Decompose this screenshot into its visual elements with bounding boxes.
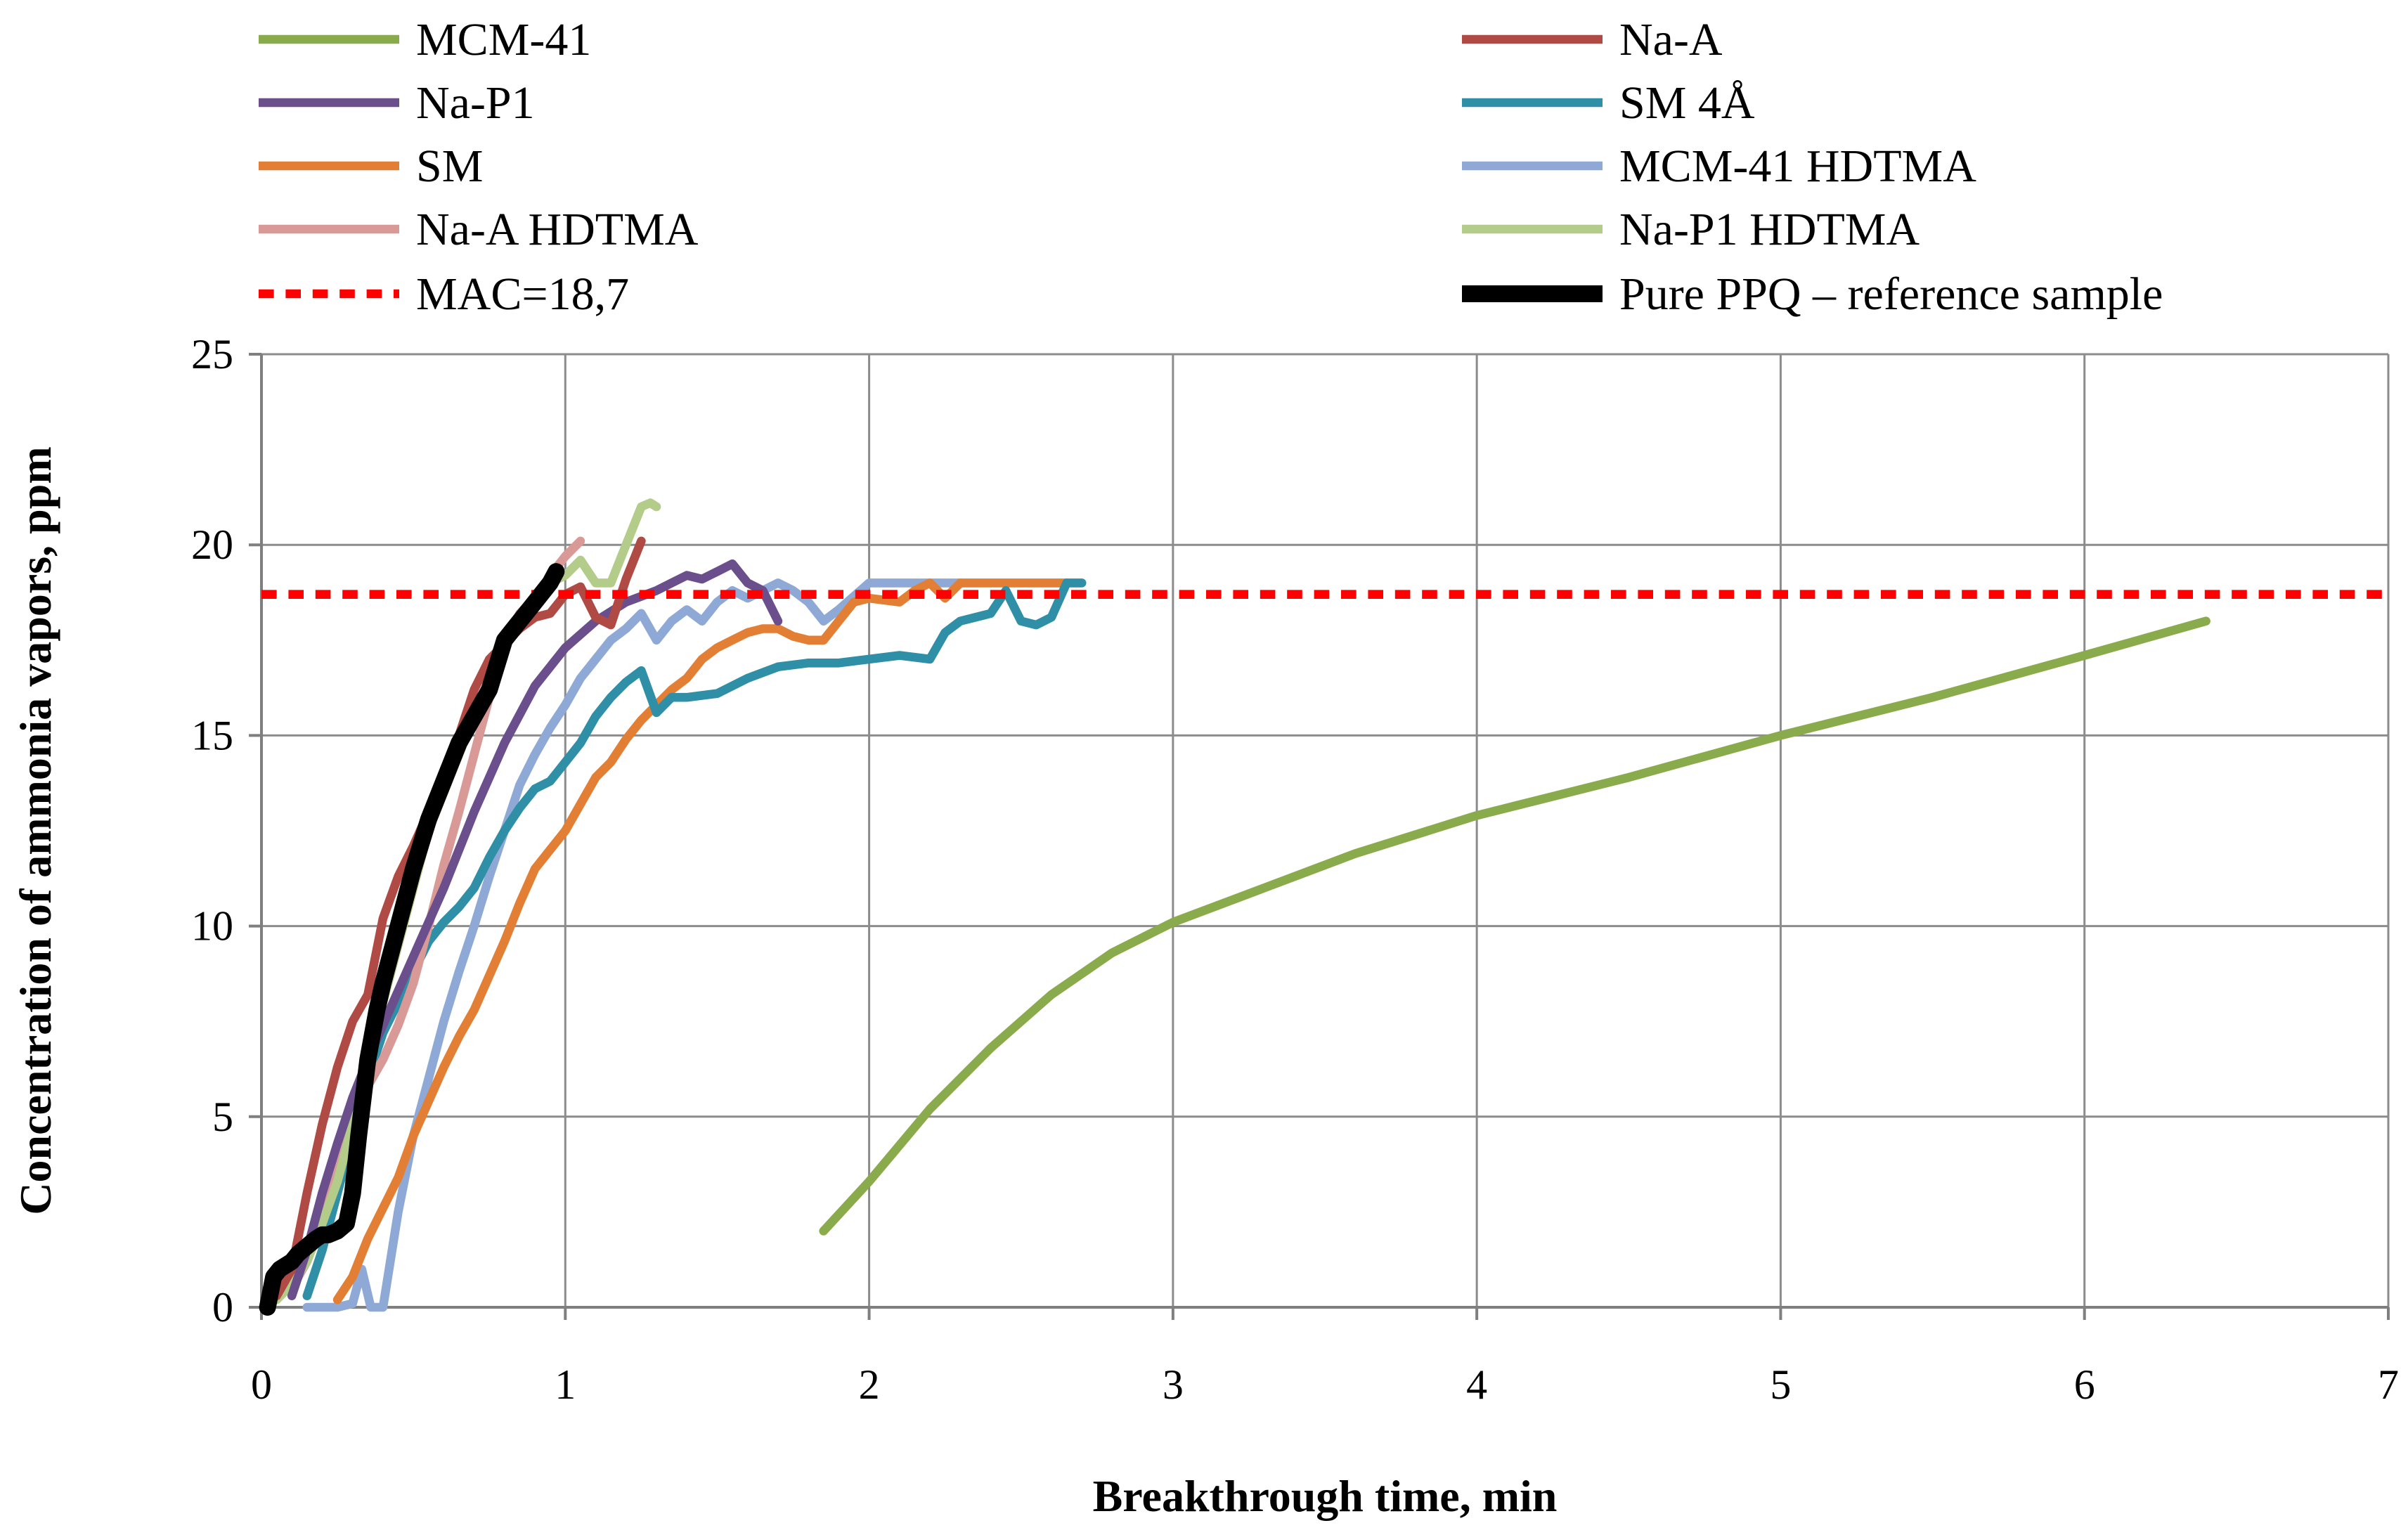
- x-tick-label: 6: [2074, 1361, 2095, 1408]
- gridlines: [261, 353, 2390, 1307]
- legend-item: SM 4Å: [1462, 77, 1755, 129]
- legend-label: Na-A HDTMA: [416, 204, 699, 255]
- legend-item: SM: [259, 141, 483, 192]
- series-line-mcm-41: [819, 616, 2210, 1236]
- legend-label: Na-A: [1619, 14, 1723, 65]
- x-tick-label: 3: [1163, 1361, 1184, 1408]
- y-tick-label: 10: [191, 903, 233, 950]
- legend-item: Na-A: [1462, 14, 1723, 65]
- y-axis-title: Concentration of ammonia vapors, ppm: [11, 446, 60, 1215]
- legend-label: Pure PPQ – reference sample: [1619, 268, 2163, 320]
- legend-label: SM: [416, 141, 483, 192]
- series-layer: [259, 498, 2388, 1316]
- y-tick-label: 20: [191, 522, 233, 568]
- legend-item: Na-P1: [259, 77, 535, 129]
- series-line-na-p1: [287, 559, 783, 1300]
- legend-item: Pure PPQ – reference sample: [1462, 268, 2163, 320]
- legend-item: MAC=18,7: [259, 268, 629, 320]
- legend-label: Na-P1: [416, 77, 535, 129]
- y-tick-label: 15: [191, 712, 233, 758]
- x-tick-label: 0: [251, 1361, 272, 1408]
- legend-item: Na-P1 HDTMA: [1462, 204, 1920, 255]
- legend-item: MCM-41: [259, 14, 591, 65]
- legend-label: MCM-41: [416, 14, 591, 65]
- series-line-pure-ppq-reference-sample: [259, 563, 565, 1316]
- legend-label: Na-P1 HDTMA: [1619, 204, 1920, 255]
- x-tick-label: 5: [1770, 1361, 1791, 1408]
- legend-item: Na-A HDTMA: [259, 204, 699, 255]
- legend-label: MCM-41 HDTMA: [1619, 141, 1976, 192]
- series-line-mcm-41-hdtma: [302, 578, 965, 1312]
- legend: MCM-41 Na-A Na-P1 SM 4Å SM MCM-41 HDTMA Na-A H…: [259, 14, 2163, 320]
- axes: 0 5 10 15 20 25 0 1 2 3 4 5 6 7: [191, 331, 2399, 1408]
- legend-label: MAC=18,7: [416, 268, 629, 320]
- y-tick-label: 25: [191, 331, 233, 377]
- x-tick-label: 2: [859, 1361, 880, 1408]
- y-tick-label: 5: [212, 1094, 233, 1140]
- legend-item: MCM-41 HDTMA: [1462, 141, 1976, 192]
- legend-label: SM 4Å: [1619, 77, 1755, 129]
- x-tick-label: 1: [555, 1361, 576, 1408]
- y-tick-label: 0: [212, 1284, 233, 1330]
- x-tick-label: 4: [1466, 1361, 1487, 1408]
- x-tick-label: 7: [2378, 1361, 2399, 1408]
- x-axis-title: Breakthrough time, min: [1093, 1471, 1558, 1521]
